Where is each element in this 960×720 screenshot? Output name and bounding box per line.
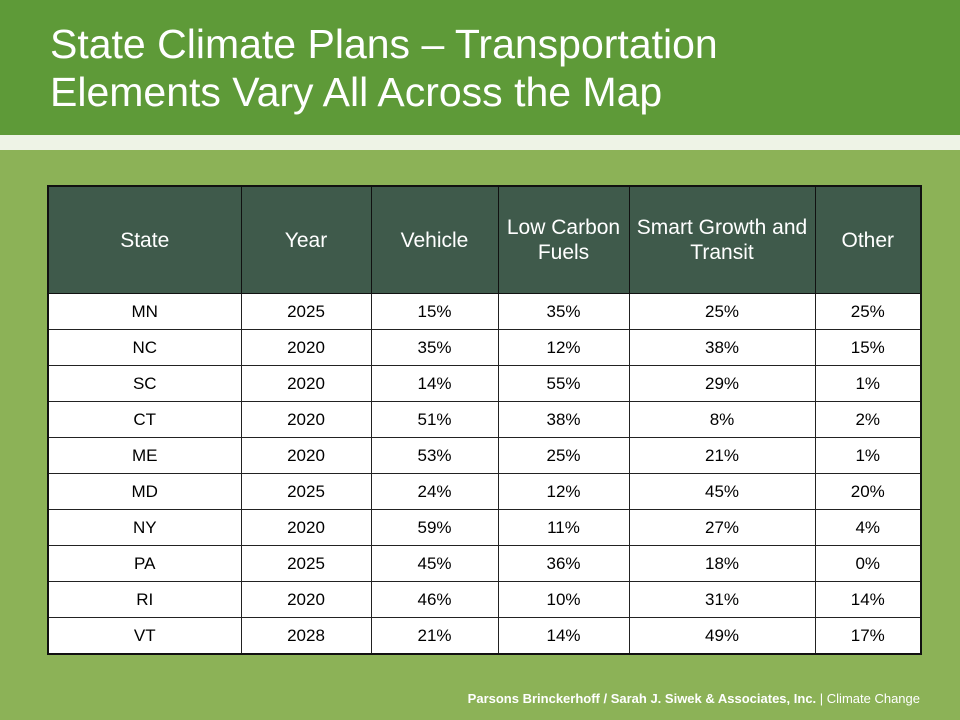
cell-state: NC	[47, 329, 242, 366]
cell-low-carbon-fuels: 12%	[497, 473, 630, 510]
cell-low-carbon-fuels: 12%	[497, 329, 630, 366]
table-row: VT 2028 21% 14% 49% 17%	[47, 617, 922, 655]
cell-other: 0%	[814, 545, 922, 582]
cell-vehicle: 51%	[370, 401, 499, 438]
cell-smart-growth-transit: 27%	[628, 509, 816, 546]
cell-state: ME	[47, 437, 242, 474]
cell-smart-growth-transit: 45%	[628, 473, 816, 510]
cell-smart-growth-transit: 18%	[628, 545, 816, 582]
cell-low-carbon-fuels: 38%	[497, 401, 630, 438]
cell-other: 1%	[814, 437, 922, 474]
cell-state: VT	[47, 617, 242, 655]
cell-vehicle: 46%	[370, 581, 499, 618]
slide-title-line-1: State Climate Plans – Transportation	[50, 21, 718, 67]
table-body: MN 2025 15% 35% 25% 25% NC 2020 35% 12% 38% 15% SC 20…	[47, 293, 922, 655]
table-row: NC 2020 35% 12% 38% 15%	[47, 329, 922, 366]
header-smart-growth-transit: Smart Growth and Transit	[628, 185, 816, 294]
cell-smart-growth-transit: 38%	[628, 329, 816, 366]
footer-separator: |	[816, 691, 827, 706]
cell-state: MD	[47, 473, 242, 510]
table-row: NY 2020 59% 11% 27% 4%	[47, 509, 922, 546]
footer: Parsons Brinckerhoff / Sarah J. Siwek & …	[468, 691, 920, 706]
cell-year: 2025	[240, 545, 372, 582]
table-row: PA 2025 45% 36% 18% 0%	[47, 545, 922, 582]
cell-other: 4%	[814, 509, 922, 546]
header-low-carbon-fuels: Low Carbon Fuels	[497, 185, 630, 294]
cell-state: CT	[47, 401, 242, 438]
cell-low-carbon-fuels: 10%	[497, 581, 630, 618]
cell-year: 2020	[240, 581, 372, 618]
slide-title: State Climate Plans – Transportation Ele…	[50, 20, 930, 116]
cell-vehicle: 24%	[370, 473, 499, 510]
cell-year: 2025	[240, 293, 372, 330]
title-divider-stripe	[0, 135, 960, 150]
transportation-elements-table: State Year Vehicle Low Carbon Fuels Smar…	[47, 185, 922, 655]
table-row: MD 2025 24% 12% 45% 20%	[47, 473, 922, 510]
table-row: ME 2020 53% 25% 21% 1%	[47, 437, 922, 474]
cell-year: 2020	[240, 509, 372, 546]
cell-vehicle: 15%	[370, 293, 499, 330]
cell-other: 1%	[814, 365, 922, 402]
header-other: Other	[814, 185, 922, 294]
cell-state: PA	[47, 545, 242, 582]
cell-other: 25%	[814, 293, 922, 330]
cell-other: 20%	[814, 473, 922, 510]
table-row: SC 2020 14% 55% 29% 1%	[47, 365, 922, 402]
cell-low-carbon-fuels: 36%	[497, 545, 630, 582]
cell-smart-growth-transit: 8%	[628, 401, 816, 438]
cell-vehicle: 59%	[370, 509, 499, 546]
header-vehicle: Vehicle	[370, 185, 499, 294]
cell-vehicle: 35%	[370, 329, 499, 366]
cell-smart-growth-transit: 29%	[628, 365, 816, 402]
slide-title-line-2: Elements Vary All Across the Map	[50, 69, 663, 115]
cell-other: 17%	[814, 617, 922, 655]
cell-other: 14%	[814, 581, 922, 618]
cell-year: 2020	[240, 401, 372, 438]
cell-vehicle: 14%	[370, 365, 499, 402]
cell-year: 2025	[240, 473, 372, 510]
table-header-row: State Year Vehicle Low Carbon Fuels Smar…	[47, 185, 922, 294]
cell-year: 2028	[240, 617, 372, 655]
header-state: State	[47, 185, 242, 294]
cell-low-carbon-fuels: 11%	[497, 509, 630, 546]
cell-other: 15%	[814, 329, 922, 366]
cell-low-carbon-fuels: 14%	[497, 617, 630, 655]
cell-smart-growth-transit: 49%	[628, 617, 816, 655]
table-row: RI 2020 46% 10% 31% 14%	[47, 581, 922, 618]
title-bar	[0, 0, 960, 150]
cell-state: MN	[47, 293, 242, 330]
cell-low-carbon-fuels: 25%	[497, 437, 630, 474]
cell-vehicle: 21%	[370, 617, 499, 655]
cell-low-carbon-fuels: 55%	[497, 365, 630, 402]
footer-topic: Climate Change	[826, 691, 920, 706]
cell-state: SC	[47, 365, 242, 402]
cell-state: RI	[47, 581, 242, 618]
cell-state: NY	[47, 509, 242, 546]
cell-smart-growth-transit: 25%	[628, 293, 816, 330]
cell-low-carbon-fuels: 35%	[497, 293, 630, 330]
cell-vehicle: 53%	[370, 437, 499, 474]
table-row: CT 2020 51% 38% 8% 2%	[47, 401, 922, 438]
cell-year: 2020	[240, 365, 372, 402]
cell-vehicle: 45%	[370, 545, 499, 582]
cell-other: 2%	[814, 401, 922, 438]
header-year: Year	[240, 185, 372, 294]
cell-smart-growth-transit: 21%	[628, 437, 816, 474]
table-row: MN 2025 15% 35% 25% 25%	[47, 293, 922, 330]
cell-year: 2020	[240, 329, 372, 366]
cell-smart-growth-transit: 31%	[628, 581, 816, 618]
cell-year: 2020	[240, 437, 372, 474]
footer-authors: Parsons Brinckerhoff / Sarah J. Siwek & …	[467, 691, 817, 706]
